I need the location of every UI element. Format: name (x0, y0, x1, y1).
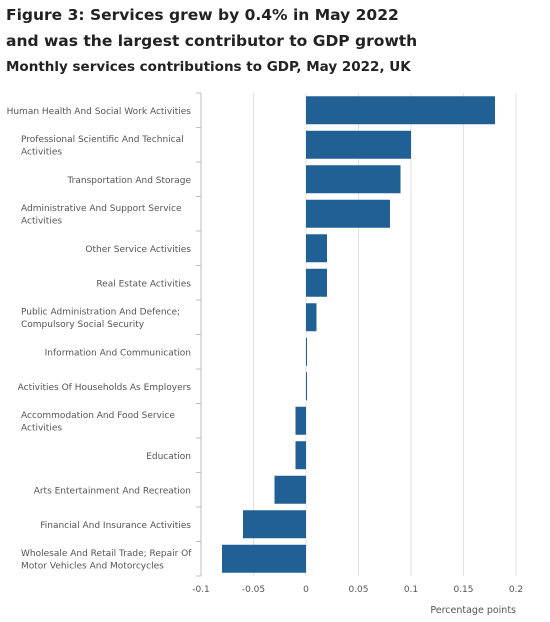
bar[interactable] (306, 234, 327, 263)
category-label: Transportation And Storage (67, 176, 192, 186)
bar[interactable] (295, 441, 307, 470)
category-label: Other Service Activities (85, 245, 191, 255)
category-label: Public Administration And Defence; Compul… (21, 308, 180, 331)
category-label: Arts Entertainment And Recreation (34, 486, 191, 496)
x-tick-label: 0.1 (404, 585, 418, 595)
figure-subtitle: Monthly services contributions to GDP, M… (6, 59, 411, 75)
category-label: Professional Scientific And Technical Act… (21, 135, 184, 158)
category-label: Human Health And Social Work Activities (7, 107, 192, 117)
bar[interactable] (306, 96, 495, 125)
category-label: Information And Communication (45, 348, 191, 358)
category-label: Education (146, 452, 191, 462)
x-tick-label: 0.2 (509, 585, 523, 595)
bar[interactable] (222, 544, 306, 573)
bar[interactable] (306, 130, 411, 159)
bar[interactable] (306, 165, 401, 194)
bar[interactable] (306, 337, 307, 366)
category-label: Accommodation And Food Service Activities (21, 411, 175, 434)
x-tick-label: 0.15 (453, 585, 473, 595)
bar[interactable] (295, 406, 307, 435)
category-label: Administrative And Support Service Activi… (21, 204, 182, 227)
category-label: Financial And Insurance Activities (40, 521, 191, 531)
x-axis-label: Percentage points (430, 605, 516, 616)
category-label: Activities Of Households As Employers (18, 383, 192, 393)
bar[interactable] (306, 303, 317, 332)
bar[interactable] (306, 268, 327, 297)
bar[interactable] (306, 372, 307, 401)
category-label: Real Estate Activities (96, 279, 191, 289)
bar[interactable] (274, 475, 307, 504)
x-tick-label: -0.1 (192, 585, 210, 595)
x-tick-label: 0.05 (348, 585, 368, 595)
bar[interactable] (306, 199, 390, 228)
category-label: Wholesale And Retail Trade; Repair Of Mot… (21, 549, 192, 572)
figure-title: Figure 3: Services grew by 0.4% in May 2… (6, 6, 418, 50)
x-tick-label: -0.05 (242, 585, 265, 595)
bar[interactable] (243, 510, 306, 539)
x-tick-label: 0 (303, 585, 309, 595)
